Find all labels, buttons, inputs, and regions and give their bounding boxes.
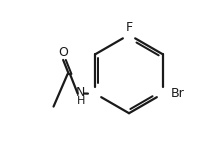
Text: F: F [125,21,133,34]
Text: N: N [76,86,86,99]
Text: H: H [77,96,85,106]
Text: O: O [58,46,68,59]
Text: Br: Br [171,87,185,100]
